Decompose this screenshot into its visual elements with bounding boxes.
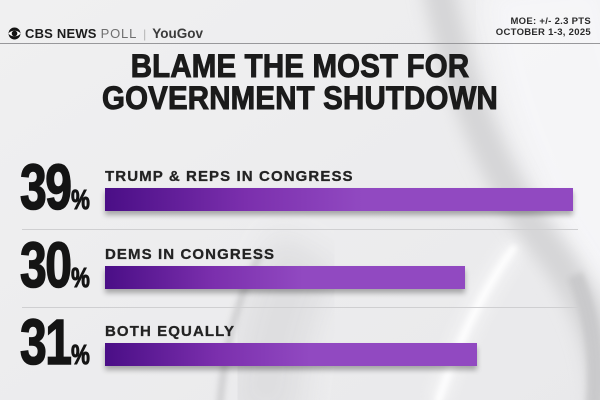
row-separator	[22, 307, 578, 308]
yougov-label: YouGov	[152, 26, 204, 41]
percent-sign: %	[71, 338, 91, 370]
value-number: 30	[19, 229, 72, 301]
bar-both	[105, 343, 477, 366]
bar-trump-reps	[105, 188, 573, 211]
date-line: OCTOBER 1-3, 2025	[495, 26, 591, 38]
chart-title-line1: BLAME THE MOST FOR	[130, 48, 470, 84]
header-divider	[0, 43, 600, 44]
value-number: 39	[19, 151, 72, 223]
bar-row-dems: 30% DEMS IN CONGRESS	[0, 232, 600, 298]
chart-title-line2: GOVERNMENT SHUTDOWN	[101, 80, 499, 116]
chart-title: BLAME THE MOST FOR GOVERNMENT SHUTDOWN	[24, 48, 576, 116]
moe-note: MOE: +/- 2.3 PTS OCTOBER 1-3, 2025	[495, 16, 591, 38]
brand-separator: |	[143, 26, 147, 41]
category-label: BOTH EQUALLY	[105, 323, 236, 340]
row-separator	[22, 229, 578, 230]
category-label: DEMS IN CONGRESS	[105, 246, 276, 263]
percent-sign: %	[71, 261, 91, 293]
value-label: 39%	[19, 154, 91, 220]
bar-dems	[105, 266, 465, 289]
cbs-news-label: CBS NEWS	[25, 26, 97, 41]
value-label: 30%	[19, 232, 91, 298]
bar-row-trump-reps: 39% TRUMP & REPS IN CONGRESS	[0, 154, 600, 220]
bar-row-both: 31% BOTH EQUALLY	[0, 309, 600, 375]
cbs-eye-icon	[8, 27, 21, 40]
percent-sign: %	[71, 183, 91, 215]
brand-lockup: CBS NEWS POLL | YouGov	[8, 26, 203, 41]
value-number: 31	[19, 306, 72, 378]
category-label: TRUMP & REPS IN CONGRESS	[105, 168, 354, 185]
value-label: 31%	[19, 309, 91, 375]
poll-label: POLL	[100, 26, 138, 41]
moe-line: MOE: +/- 2.3 PTS	[510, 16, 591, 27]
